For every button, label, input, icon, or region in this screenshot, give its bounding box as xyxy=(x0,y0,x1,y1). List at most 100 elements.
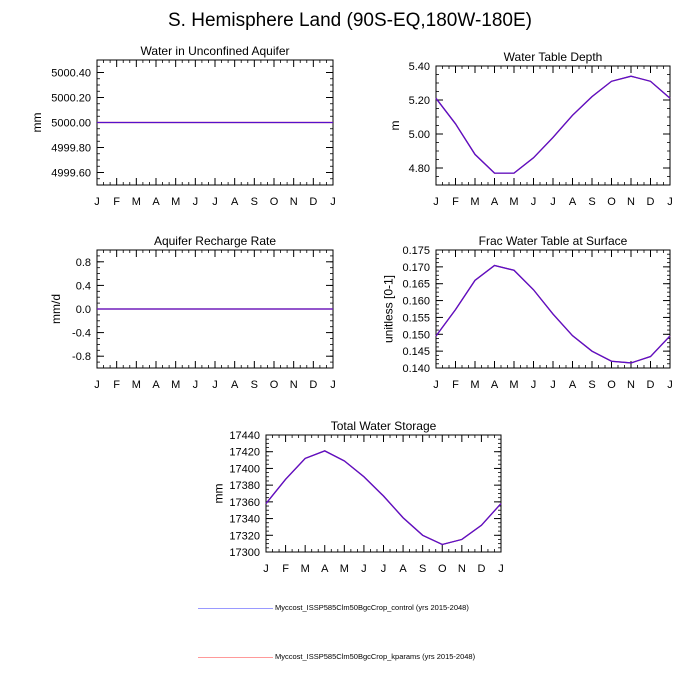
total-water-storage-y-tick-label: 17400 xyxy=(229,463,260,475)
total-water-storage-series-kparams-line xyxy=(265,450,502,546)
water-unconfined-aquifer-x-tick-label: M xyxy=(171,196,180,208)
total-water-storage-y-tick-label: 17300 xyxy=(229,547,260,559)
total-water-storage-y-tick-label: 17320 xyxy=(229,530,260,542)
water-unconfined-aquifer-x-tick-label: J xyxy=(94,196,100,208)
water-table-depth-series-control-line xyxy=(435,75,671,174)
total-water-storage-x-tick-label: A xyxy=(321,563,329,575)
water-table-depth-x-tick-label: J xyxy=(433,196,439,208)
frac-water-table-surface-y-tick-label: 0.140 xyxy=(402,363,430,375)
frac-water-table-surface-y-tick-label: 0.145 xyxy=(402,346,430,358)
aquifer-recharge-rate-x-tick-label: N xyxy=(290,379,298,391)
frac-water-table-surface-x-tick-label: N xyxy=(627,379,635,391)
water-table-depth-x-tick-label: J xyxy=(667,196,673,208)
total-water-storage-y-tick-label: 17340 xyxy=(229,514,260,526)
water-table-depth-title: Water Table Depth xyxy=(504,50,603,64)
water-unconfined-aquifer-ylabel: mm xyxy=(30,113,44,133)
frac-water-table-surface-x-tick-label: J xyxy=(550,379,556,391)
legend-line-control xyxy=(198,608,273,609)
water-table-depth-x-tick-label: M xyxy=(470,196,479,208)
water-unconfined-aquifer-x-tick-label: J xyxy=(212,196,218,208)
water-unconfined-aquifer-x-tick-label: J xyxy=(193,196,199,208)
aquifer-recharge-rate-x-tick-label: D xyxy=(309,379,317,391)
total-water-storage-y-tick-label: 17440 xyxy=(229,430,260,442)
frac-water-table-surface-y-tick-label: 0.150 xyxy=(402,329,430,341)
figure-title: S. Hemisphere Land (90S-EQ,180W-180E) xyxy=(168,10,532,31)
water-unconfined-aquifer-x-tick-label: M xyxy=(132,196,141,208)
total-water-storage-x-tick-label: J xyxy=(263,563,269,575)
aquifer-recharge-rate-y-tick-label: -0.4 xyxy=(72,328,91,340)
aquifer-recharge-rate-x-tick-label: J xyxy=(94,379,100,391)
water-unconfined-aquifer-y-tick-label: 4999.80 xyxy=(51,143,91,155)
frac-water-table-surface-x-tick-label: F xyxy=(452,379,459,391)
aquifer-recharge-rate-x-tick-label: J xyxy=(193,379,199,391)
frac-water-table-surface-x-tick-label: A xyxy=(491,379,499,391)
water-table-depth-x-tick-label: J xyxy=(550,196,556,208)
total-water-storage-series-control-line xyxy=(265,450,502,546)
aquifer-recharge-rate-x-tick-label: M xyxy=(132,379,141,391)
aquifer-recharge-rate-x-tick-label: J xyxy=(212,379,218,391)
aquifer-recharge-rate-y-tick-label: -0.8 xyxy=(72,351,91,363)
water-table-depth-x-tick-label: A xyxy=(491,196,499,208)
water-unconfined-aquifer-y-tick-label: 4999.60 xyxy=(51,168,91,180)
water-table-depth-plot-frame xyxy=(435,65,671,186)
frac-water-table-surface-y-tick-label: 0.175 xyxy=(402,245,430,257)
legend-label-kparams: Myccost_ISSP585Clm50BgcCrop_kparams (yrs… xyxy=(275,652,476,661)
total-water-storage-x-tick-label: O xyxy=(438,563,447,575)
legend-label-control: Myccost_ISSP585Clm50BgcCrop_control (yrs… xyxy=(275,603,469,612)
total-water-storage-x-tick-label: F xyxy=(282,563,289,575)
legend-line-kparams xyxy=(198,657,273,658)
aquifer-recharge-rate-x-tick-label: M xyxy=(171,379,180,391)
aquifer-recharge-rate-x-tick-label: O xyxy=(270,379,279,391)
water-table-depth-x-tick-label: M xyxy=(509,196,518,208)
water-table-depth-x-tick-label: A xyxy=(569,196,577,208)
aquifer-recharge-rate-y-tick-label: 0.0 xyxy=(76,304,91,316)
total-water-storage-x-tick-label: S xyxy=(419,563,426,575)
frac-water-table-surface-y-tick-label: 0.170 xyxy=(402,262,430,274)
frac-water-table-surface-x-tick-label: J xyxy=(433,379,439,391)
water-table-depth-x-tick-label: O xyxy=(607,196,616,208)
aquifer-recharge-rate-title: Aquifer Recharge Rate xyxy=(154,234,276,248)
aquifer-recharge-rate-x-tick-label: J xyxy=(330,379,336,391)
total-water-storage-x-tick-label: J xyxy=(381,563,387,575)
total-water-storage-plot-frame xyxy=(265,434,502,553)
frac-water-table-surface-ylabel: unitless [0-1] xyxy=(382,275,396,343)
water-unconfined-aquifer-x-tick-label: O xyxy=(270,196,279,208)
water-unconfined-aquifer-x-tick-label: J xyxy=(330,196,336,208)
water-unconfined-aquifer-x-tick-label: S xyxy=(251,196,258,208)
frac-water-table-surface-series-control-line xyxy=(435,264,671,364)
water-table-depth-x-tick-label: J xyxy=(531,196,537,208)
frac-water-table-surface-x-tick-label: S xyxy=(588,379,595,391)
water-unconfined-aquifer-x-tick-label: A xyxy=(152,196,160,208)
total-water-storage-x-tick-label: A xyxy=(399,563,407,575)
water-unconfined-aquifer-y-tick-label: 5000.20 xyxy=(51,93,91,105)
water-table-depth-series-kparams-line xyxy=(435,75,671,174)
total-water-storage-y-tick-label: 17360 xyxy=(229,497,260,509)
water-table-depth-x-tick-label: N xyxy=(627,196,635,208)
water-table-depth-y-tick-label: 5.00 xyxy=(409,129,430,141)
total-water-storage-x-tick-label: D xyxy=(477,563,485,575)
water-table-depth-x-tick-label: S xyxy=(588,196,595,208)
frac-water-table-surface-x-tick-label: M xyxy=(470,379,479,391)
total-water-storage-ylabel: mm xyxy=(212,484,226,504)
frac-water-table-surface-plot-frame xyxy=(435,249,671,369)
frac-water-table-surface-x-tick-label: A xyxy=(569,379,577,391)
aquifer-recharge-rate-y-tick-label: 0.8 xyxy=(76,257,91,269)
frac-water-table-surface-y-tick-label: 0.165 xyxy=(402,279,430,291)
frac-water-table-surface-x-tick-label: J xyxy=(531,379,537,391)
total-water-storage-y-tick-label: 17380 xyxy=(229,480,260,492)
frac-water-table-surface-title: Frac Water Table at Surface xyxy=(479,234,628,248)
total-water-storage-x-tick-label: J xyxy=(361,563,367,575)
water-unconfined-aquifer-y-tick-label: 5000.40 xyxy=(51,68,91,80)
water-unconfined-aquifer-x-tick-label: F xyxy=(113,196,120,208)
water-table-depth-y-tick-label: 5.20 xyxy=(409,95,430,107)
water-table-depth-y-tick-label: 4.80 xyxy=(409,163,430,175)
aquifer-recharge-rate-ylabel: mm/d xyxy=(49,294,63,324)
total-water-storage-y-tick-label: 17420 xyxy=(229,447,260,459)
frac-water-table-surface-x-tick-label: J xyxy=(667,379,673,391)
water-unconfined-aquifer-y-tick-label: 5000.00 xyxy=(51,118,91,130)
water-unconfined-aquifer-x-tick-label: D xyxy=(309,196,317,208)
water-unconfined-aquifer-title: Water in Unconfined Aquifer xyxy=(141,44,290,58)
total-water-storage-title: Total Water Storage xyxy=(331,419,437,433)
aquifer-recharge-rate-x-tick-label: A xyxy=(152,379,160,391)
water-unconfined-aquifer-x-tick-label: A xyxy=(231,196,239,208)
